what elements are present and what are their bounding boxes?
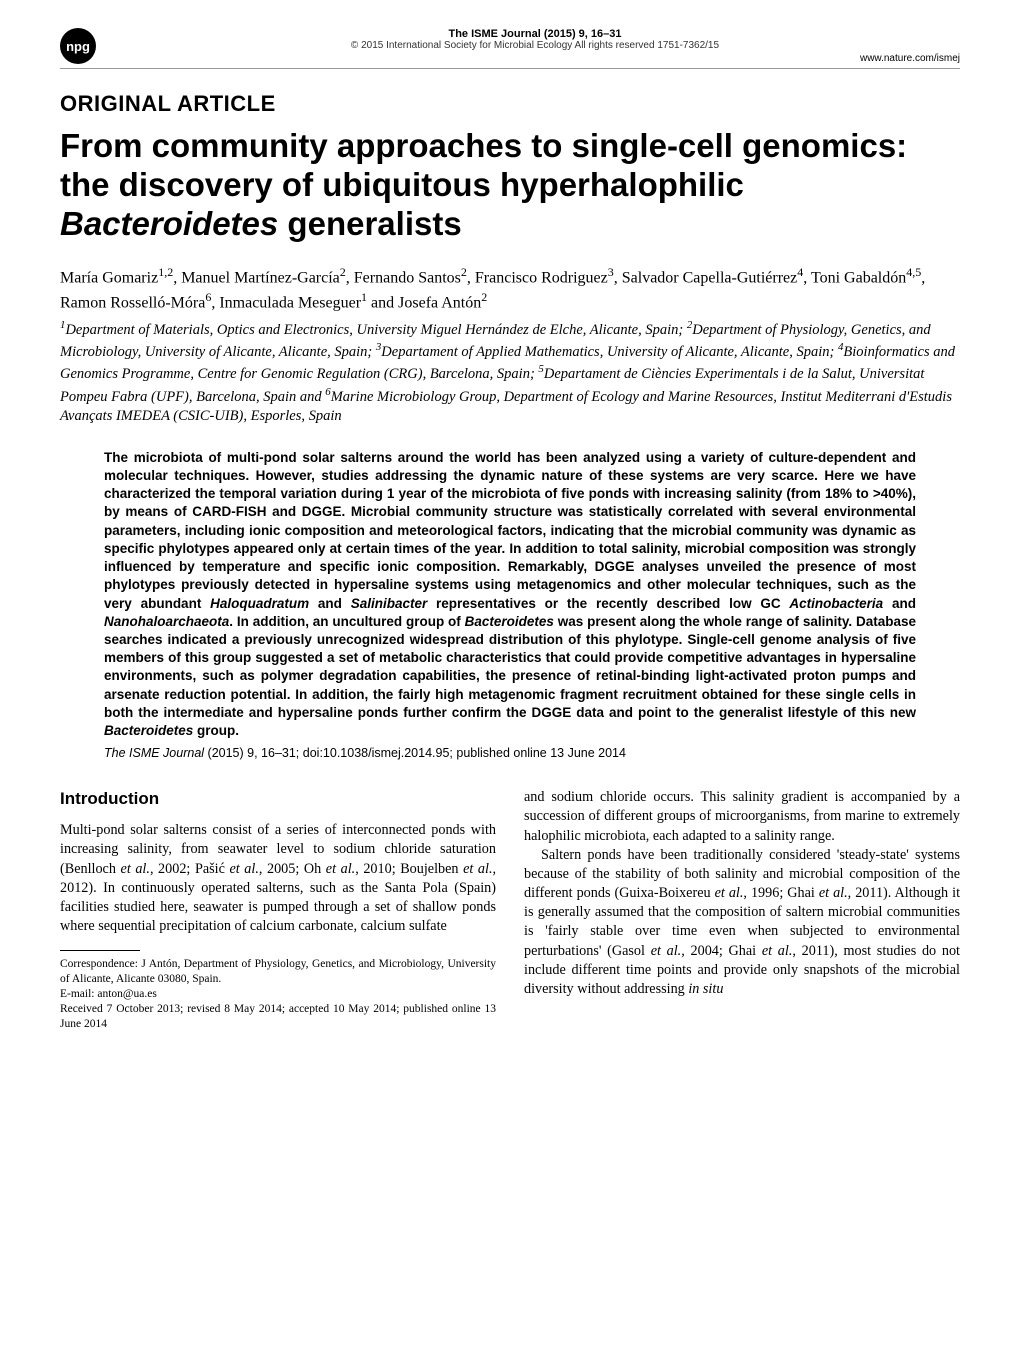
introduction-heading: Introduction bbox=[60, 788, 496, 811]
email-label: E-mail: bbox=[60, 988, 95, 1000]
header-bar: npg The ISME Journal (2015) 9, 16–31 © 2… bbox=[60, 28, 960, 69]
author-list: María Gomariz1,2, Manuel Martínez-García… bbox=[60, 264, 960, 314]
intro-paragraph-2: and sodium chloride occurs. This salinit… bbox=[524, 788, 960, 846]
affiliation-list: 1Department of Materials, Optics and Ele… bbox=[60, 318, 960, 427]
journal-url: www.nature.com/ismej bbox=[110, 53, 960, 64]
intro-paragraph-3: Saltern ponds have been traditionally co… bbox=[524, 846, 960, 999]
correspondence-line: Correspondence: J Antón, Department of P… bbox=[60, 957, 496, 987]
citation-year-vol: (2015) 9, 16–31; bbox=[208, 746, 300, 760]
citation-doi: doi:10.1038/ismej.2014.95; bbox=[303, 746, 453, 760]
article-citation: The ISME Journal (2015) 9, 16–31; doi:10… bbox=[104, 746, 916, 760]
page-container: npg The ISME Journal (2015) 9, 16–31 © 2… bbox=[0, 0, 1020, 1072]
correspondence-email: E-mail: anton@ua.es bbox=[60, 987, 496, 1002]
intro-paragraph-1: Multi-pond solar salterns consist of a s… bbox=[60, 821, 496, 936]
article-type-label: ORIGINAL ARTICLE bbox=[60, 91, 960, 117]
abstract-text: The microbiota of multi-pond solar salte… bbox=[104, 449, 916, 741]
received-dates: Received 7 October 2013; revised 8 May 2… bbox=[60, 1002, 496, 1032]
publisher-badge: npg bbox=[60, 28, 96, 64]
footnote-rule bbox=[60, 950, 140, 951]
article-title: From community approaches to single-cell… bbox=[60, 127, 960, 244]
footnote-block: Correspondence: J Antón, Department of P… bbox=[60, 950, 496, 1032]
email-value: anton@ua.es bbox=[97, 988, 156, 1000]
journal-issue-line: The ISME Journal (2015) 9, 16–31 bbox=[110, 28, 960, 40]
header-text-block: The ISME Journal (2015) 9, 16–31 © 2015 … bbox=[110, 28, 960, 64]
copyright-line: © 2015 International Society for Microbi… bbox=[110, 40, 960, 51]
body-columns: Introduction Multi-pond solar salterns c… bbox=[60, 788, 960, 1032]
title-italic-taxon: Bacteroidetes bbox=[60, 205, 278, 242]
citation-pub-date: published online 13 June 2014 bbox=[456, 746, 626, 760]
citation-journal: The ISME Journal bbox=[104, 746, 204, 760]
